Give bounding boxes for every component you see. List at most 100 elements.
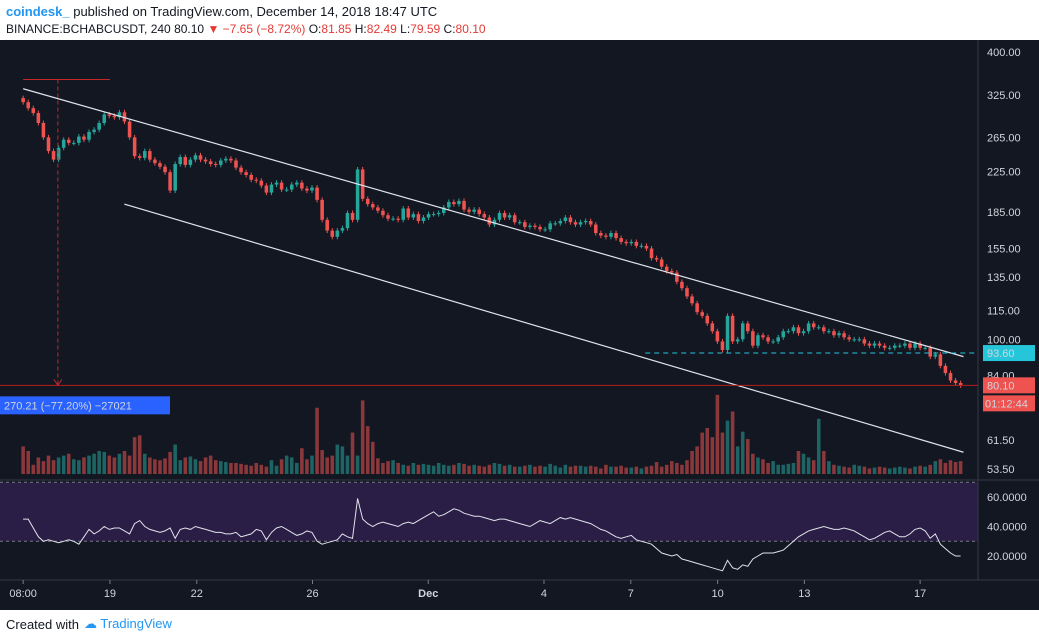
candle-body [249,174,253,180]
candle-body [837,333,841,336]
candle-body [771,341,775,343]
candle-body [376,207,380,211]
candle-body [801,331,806,334]
x-tick-label: 7 [628,588,634,600]
volume-bar [771,461,775,474]
candle-body [913,343,917,348]
volume-bar [533,466,537,474]
volume-bar [132,437,137,474]
volume-bar [958,461,963,474]
candle-body [72,142,76,144]
open-value: 81.85 [321,22,352,36]
volume-bar [553,465,558,474]
candle-body [781,331,786,338]
candle-body [659,259,664,267]
volume-bar [806,457,811,474]
candle-body [97,122,101,130]
candle-body [558,220,563,224]
author-link[interactable]: coindesk_ [6,4,70,19]
volume-bar [122,451,127,474]
candle-body [492,219,497,225]
volume-bar [239,463,243,474]
candle-body [188,159,193,165]
chart-area[interactable]: 400.00 325.00 265.00 225.00 185.00 155.00 135.… [0,40,1039,610]
candle-body [882,345,887,348]
candle-body [365,198,370,205]
candle-body [543,229,547,231]
candle-body [279,182,284,190]
published-text: published on TradingView.com, December 1… [73,4,438,19]
volume-bar [36,457,41,474]
candle-body [497,212,502,220]
volume-bar [913,466,917,474]
volume-bar [92,453,96,474]
candle-body [46,137,51,152]
candle-body [533,225,537,227]
candle-body [132,137,137,157]
volume-bar [680,464,684,474]
volume-bar [512,466,517,474]
volume-bar [224,462,228,474]
candle-body [811,323,816,328]
candle-body [77,136,81,143]
chart-svg[interactable]: 400.00 325.00 265.00 225.00 185.00 155.00 135.… [0,40,1039,610]
volume-bar [634,466,639,474]
candle-body [685,288,689,297]
candle-body [203,159,208,162]
volume-bar [295,462,299,474]
volume-bar [938,459,943,474]
candle-body [300,182,304,189]
rsi-band [0,482,978,542]
candle-body [776,337,780,342]
candle-body [751,331,755,346]
volume-bar [664,464,669,474]
volume-bar [740,431,745,474]
candle-body [664,266,669,272]
candle-body [386,215,390,219]
volume-bar [117,453,122,474]
volume-bar [173,444,177,474]
volume-bar [730,411,735,474]
candle-body [421,217,426,221]
candle-body [746,323,750,332]
candle-body [867,343,872,346]
candle-body [254,179,259,181]
volume-bar [431,465,436,474]
candle-body [710,323,715,332]
candle-body [56,147,61,160]
volume-bar [700,432,704,474]
candle-body [523,222,527,227]
candle-body [568,217,573,223]
candle-body [360,169,365,199]
volume-bar [244,464,248,474]
volume-bar [51,460,56,474]
candle-body [335,230,340,237]
volume-bar [325,457,329,474]
candle-body [599,233,603,236]
volume-bar [827,461,831,474]
candle-body [644,245,649,249]
volume-bar [183,457,188,474]
footer: Created with ☁ TradingView [0,610,1039,640]
y-tick-label: 61.50 [987,435,1015,447]
candle-body [112,115,117,118]
x-tick-label: 22 [191,588,203,600]
candle-body [148,151,152,160]
volume-bar [77,460,81,474]
volume-bar [406,465,411,474]
volume-bar [892,467,897,474]
candle-body [548,223,552,230]
volume-bar [685,460,689,474]
y-tick-label: 225.00 [987,166,1021,178]
candle-body [725,315,730,350]
candle-body [680,281,684,289]
candle-body [862,339,867,344]
candle-body [943,365,948,374]
candle-body [578,222,583,225]
symbol-line: BINANCE:BCHABCUSDT, 240 80.10 ▼ −7.65 (−… [6,22,486,36]
candle-body [467,209,471,212]
candle-body [898,345,902,347]
tradingview-logo[interactable]: ☁ TradingView [84,616,172,632]
change-label: ▼ −7.65 (−8.72%) [207,22,306,36]
volume-bar [933,461,938,474]
